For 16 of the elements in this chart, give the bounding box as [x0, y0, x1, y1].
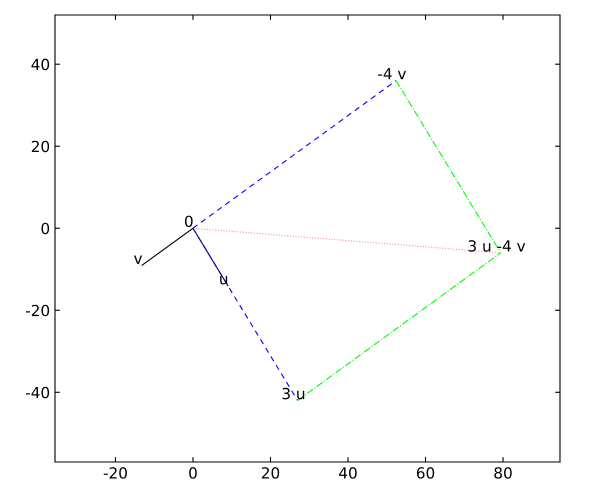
- y-tick-label: -40: [26, 386, 50, 398]
- y-tick-label: 40: [31, 58, 50, 70]
- x-tick-label: 60: [416, 467, 434, 479]
- x-tick-label: 80: [494, 467, 512, 479]
- x-tick-label: -20: [104, 467, 127, 479]
- annotation: 3 u -4 v: [468, 240, 526, 252]
- y-tick-label: 0: [41, 222, 50, 234]
- annotation: 0: [184, 216, 193, 228]
- y-tick-label: 20: [32, 140, 50, 152]
- x-tick-label: 0: [189, 467, 197, 479]
- y-tick-label: -20: [26, 304, 50, 316]
- annotation: 3 u: [282, 388, 304, 400]
- annotation: -4 v: [378, 68, 406, 80]
- x-tick-label: 40: [339, 467, 357, 479]
- x-tick-label: 20: [262, 467, 280, 479]
- annotation: v: [134, 255, 142, 264]
